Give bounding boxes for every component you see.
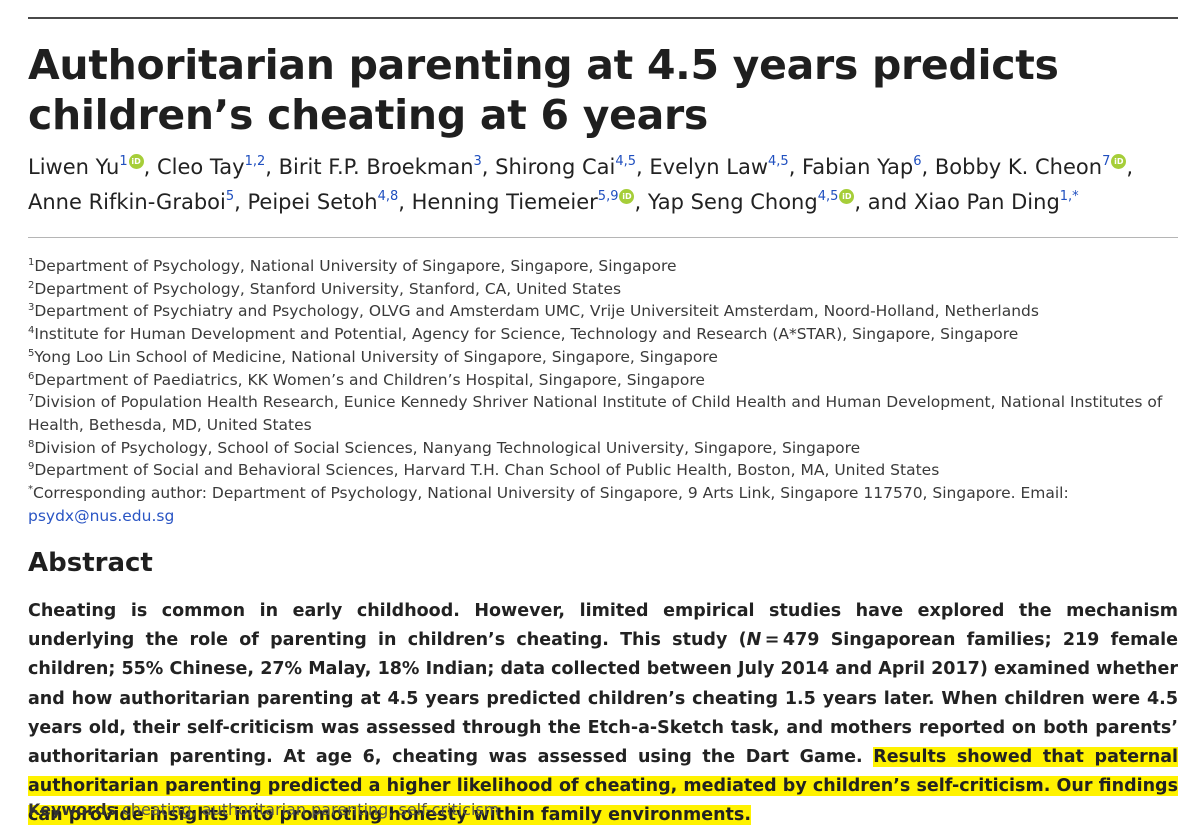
author-affil-sup[interactable]: 4,5 [615,154,637,169]
paper-title: Authoritarian parenting at 4.5 years pre… [28,41,1059,139]
author-affil-sup[interactable]: 1,* [1059,189,1079,204]
author-name[interactable]: Yap Seng Chong4,5 iD [648,189,855,214]
orcid-icon[interactable]: iD [1111,154,1127,169]
author-affil-sup[interactable]: 5 [225,189,235,204]
corresponding-author: *Corresponding author: Department of Psy… [28,484,1069,525]
affiliation: 6Department of Paediatrics, KK Women’s a… [28,370,705,389]
keywords-values: cheating, authoritarian parenting, self-… [122,800,500,819]
author-affil-sup[interactable]: 1,2 [244,154,266,169]
keywords: Keywords cheating, authoritarian parentin… [28,800,499,819]
author-name[interactable]: Evelyn Law4,5 [649,154,789,179]
abstract-heading: Abstract [28,548,153,578]
author-name[interactable]: Henning Tiemeier5,9 iD [412,189,635,214]
orcid-icon[interactable]: iD [128,154,144,169]
affiliation-list: 1Department of Psychology, National Univ… [28,255,1188,527]
author-name[interactable]: Cleo Tay1,2 [156,154,266,179]
author-name[interactable]: Bobby K. Cheon7 iD [935,154,1127,179]
author-affil-sup[interactable]: 7 [1102,154,1111,169]
affiliation: 9Department of Social and Behavioral Sci… [28,461,940,480]
author-affil-sup[interactable]: 6 [913,154,922,169]
author-affil-sup[interactable]: 4,5 [817,189,839,204]
author-affil-sup[interactable]: 4,5 [768,154,789,169]
section-divider [28,237,1178,238]
affiliation: 3Department of Psychiatry and Psychology… [28,302,1039,321]
affiliation: 8Division of Psychology, School of Socia… [28,438,861,457]
affiliation: 5Yong Loo Lin School of Medicine, Nation… [28,347,718,366]
author-affil-sup[interactable]: 1 [119,154,128,169]
top-rule [28,17,1178,19]
author-name[interactable]: Xiao Pan Ding1,* [913,189,1079,214]
author-name[interactable]: Liwen Yu1 iD [28,154,144,179]
author-name[interactable]: Anne Rifkin-Graboi5 [28,189,235,214]
affiliation: 7Division of Population Health Research,… [28,393,1163,434]
author-affil-sup[interactable]: 3 [473,154,482,169]
email-link[interactable]: psydx@nus.edu.sg [28,506,175,525]
author-connector: and [867,190,908,214]
orcid-icon[interactable]: iD [839,189,855,204]
author-name[interactable]: Birit F.P. Broekman3 [278,154,482,179]
affiliation: 1Department of Psychology, National Univ… [28,257,677,275]
author-name[interactable]: Shirong Cai4,5 [495,154,637,179]
author-list: Liwen Yu1 iD, Cleo Tay1,2, Birit F.P. Bro… [28,154,1134,214]
author-affil-sup[interactable]: 4,8 [377,189,399,204]
author-name[interactable]: Fabian Yap6 [802,154,922,179]
orcid-icon[interactable]: iD [619,189,635,204]
affiliation: 4Institute for Human Development and Pot… [28,325,1019,344]
keywords-label: Keywords [28,800,117,819]
author-affil-sup[interactable]: 5,9 [597,189,619,204]
abstract-text: Cheating is common in early childhood. H… [28,601,1179,826]
affiliation: 2Department of Psychology, Stanford Univ… [28,279,622,298]
author-name[interactable]: Peipei Setoh4,8 [247,189,399,214]
